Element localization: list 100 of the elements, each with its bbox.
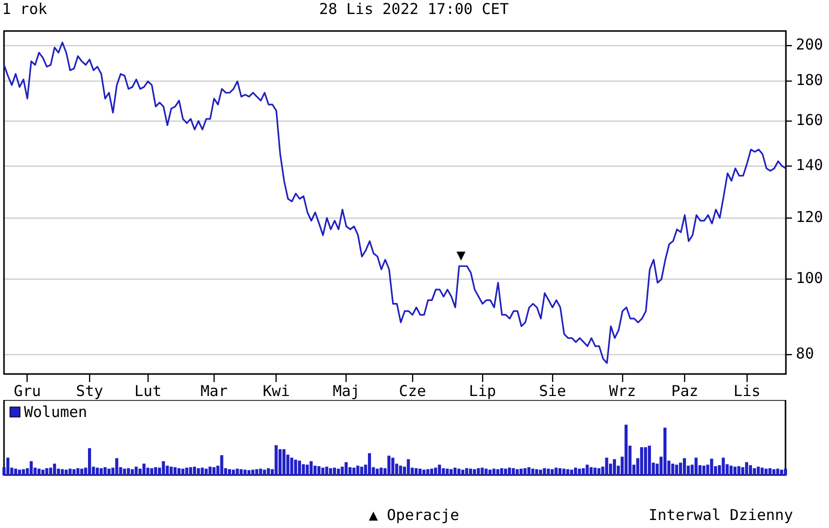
bar (710, 458, 714, 476)
bar (422, 470, 426, 476)
bar (776, 468, 780, 476)
x-tick-label: Lut (134, 382, 162, 400)
bar (336, 468, 340, 476)
bar (22, 469, 25, 476)
bar (492, 468, 496, 476)
x-tick-label: Kwi (262, 382, 290, 400)
y-tick-label: 80 (796, 344, 814, 362)
bar (72, 469, 76, 476)
bar (612, 459, 616, 476)
x-tick-label: Sty (76, 382, 104, 400)
legend-label: Wolumen (24, 402, 88, 421)
bar (414, 468, 418, 476)
bar (368, 453, 372, 476)
bar (232, 470, 235, 476)
y-tick-label: 180 (796, 71, 823, 90)
bar (18, 470, 22, 476)
bar (192, 466, 196, 476)
bar (154, 467, 158, 476)
x-tick-label: Paz (671, 382, 698, 400)
bar (430, 468, 434, 476)
bar (590, 467, 593, 476)
x-tick-label: Wrz (608, 382, 636, 400)
bar (41, 470, 44, 476)
bar (566, 469, 570, 476)
bar (251, 470, 254, 476)
x-tick-label: Lip (468, 382, 496, 400)
bar (115, 458, 118, 476)
x-tick-label: Mar (200, 382, 228, 400)
bar (64, 470, 68, 476)
bar (317, 466, 320, 476)
bar (399, 466, 402, 476)
bar (745, 462, 748, 476)
y-tick-label: 140 (796, 156, 823, 174)
bar (663, 428, 666, 476)
x-tick-label: Cze (398, 382, 426, 400)
bar (332, 468, 336, 476)
bar (177, 468, 180, 476)
bar (520, 468, 523, 476)
bar (535, 469, 538, 476)
bar (461, 470, 464, 476)
y-tick-label: 120 (796, 208, 823, 226)
bar (45, 468, 48, 476)
text: Interwal Dzienny (648, 506, 793, 524)
bar (53, 464, 56, 476)
bar (352, 468, 356, 476)
bar (496, 469, 500, 476)
bar (130, 469, 134, 476)
bar (356, 466, 360, 476)
bar (748, 465, 752, 476)
bar (134, 466, 138, 476)
bar (185, 468, 188, 476)
bar (546, 468, 550, 476)
bar (772, 469, 776, 476)
bar (442, 468, 445, 476)
bar (504, 468, 508, 476)
bar (228, 469, 232, 476)
bar (240, 469, 243, 476)
bar (508, 468, 511, 476)
bar (126, 468, 130, 476)
chart-title: 1 rok (2, 0, 48, 18)
x-tick-label: Gru (14, 382, 41, 400)
bar (756, 466, 760, 476)
chart-subtitle: 28 Lis 2022 17:00 CET (319, 0, 509, 18)
bar (321, 468, 324, 476)
bar (266, 468, 270, 476)
bar (465, 468, 468, 476)
bar (450, 469, 453, 476)
bar (236, 468, 239, 476)
bar (37, 468, 41, 476)
bar (484, 468, 488, 476)
bar (196, 468, 200, 476)
bar (174, 467, 177, 476)
bar (488, 470, 492, 476)
bar (586, 464, 589, 476)
bar (593, 468, 597, 476)
bar (88, 448, 92, 476)
bar (675, 464, 678, 476)
bar (294, 460, 298, 476)
bar (259, 468, 262, 476)
bar (597, 468, 600, 476)
bar (189, 467, 192, 476)
bar (694, 458, 698, 476)
bar (170, 466, 173, 476)
bar (104, 467, 107, 476)
bar (554, 468, 558, 476)
bar (76, 468, 80, 476)
bar (344, 462, 348, 476)
bar (760, 468, 764, 476)
bar (558, 468, 562, 476)
bar (624, 424, 628, 476)
bar (14, 468, 18, 476)
bar (376, 468, 379, 476)
bar (542, 468, 546, 476)
bar (391, 458, 394, 476)
bar (722, 458, 725, 476)
bar (527, 467, 530, 476)
bar (244, 470, 247, 476)
bar (446, 468, 449, 476)
